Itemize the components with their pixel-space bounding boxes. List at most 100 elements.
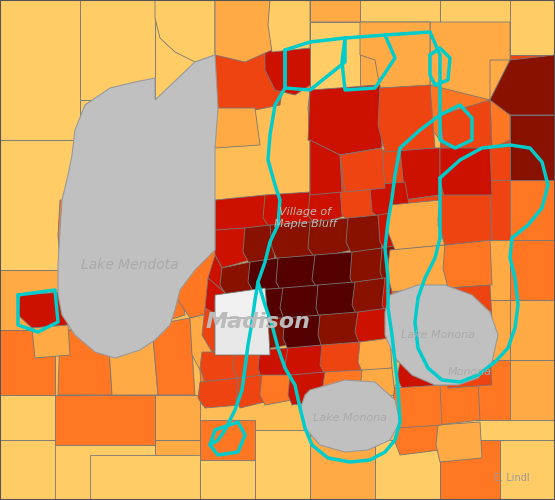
Polygon shape bbox=[258, 348, 290, 380]
Polygon shape bbox=[443, 240, 492, 288]
Polygon shape bbox=[243, 225, 275, 265]
Polygon shape bbox=[215, 0, 272, 62]
Polygon shape bbox=[80, 0, 155, 100]
Polygon shape bbox=[510, 180, 555, 240]
Polygon shape bbox=[253, 288, 285, 322]
Polygon shape bbox=[510, 55, 555, 115]
Polygon shape bbox=[0, 330, 55, 395]
Polygon shape bbox=[230, 318, 260, 352]
Polygon shape bbox=[310, 22, 360, 90]
Polygon shape bbox=[360, 368, 395, 400]
Polygon shape bbox=[390, 288, 450, 328]
Polygon shape bbox=[378, 85, 435, 152]
Text: Madison: Madison bbox=[205, 312, 310, 332]
Polygon shape bbox=[308, 188, 348, 225]
Polygon shape bbox=[355, 308, 390, 345]
Polygon shape bbox=[440, 100, 492, 152]
Polygon shape bbox=[500, 440, 555, 500]
Polygon shape bbox=[392, 385, 442, 428]
Text: Lake Mendota: Lake Mendota bbox=[81, 258, 179, 272]
Text: Lake Monona: Lake Monona bbox=[401, 330, 475, 340]
Polygon shape bbox=[100, 265, 148, 332]
Polygon shape bbox=[440, 240, 510, 300]
Polygon shape bbox=[440, 180, 510, 240]
Polygon shape bbox=[397, 358, 448, 388]
Polygon shape bbox=[338, 148, 405, 205]
Polygon shape bbox=[440, 115, 510, 180]
Polygon shape bbox=[360, 22, 430, 88]
Polygon shape bbox=[510, 300, 555, 360]
Polygon shape bbox=[200, 360, 235, 405]
Polygon shape bbox=[276, 255, 318, 295]
Polygon shape bbox=[380, 242, 418, 285]
Polygon shape bbox=[200, 460, 255, 500]
Polygon shape bbox=[120, 200, 175, 265]
Polygon shape bbox=[490, 55, 555, 115]
Polygon shape bbox=[312, 252, 355, 292]
Polygon shape bbox=[440, 55, 510, 115]
Polygon shape bbox=[236, 375, 265, 408]
Polygon shape bbox=[155, 395, 200, 440]
Polygon shape bbox=[316, 282, 358, 320]
Polygon shape bbox=[440, 148, 492, 200]
Polygon shape bbox=[430, 85, 492, 152]
Polygon shape bbox=[190, 310, 230, 370]
Polygon shape bbox=[438, 195, 492, 245]
Polygon shape bbox=[387, 245, 448, 292]
Polygon shape bbox=[58, 200, 130, 270]
Polygon shape bbox=[340, 185, 378, 222]
Polygon shape bbox=[248, 258, 283, 295]
Polygon shape bbox=[220, 262, 255, 298]
Polygon shape bbox=[205, 278, 232, 325]
Polygon shape bbox=[255, 22, 310, 90]
Polygon shape bbox=[446, 285, 492, 322]
Polygon shape bbox=[403, 195, 445, 242]
Polygon shape bbox=[395, 425, 440, 455]
Polygon shape bbox=[0, 0, 100, 18]
Polygon shape bbox=[55, 445, 155, 500]
Polygon shape bbox=[393, 320, 452, 362]
Polygon shape bbox=[263, 192, 315, 228]
Polygon shape bbox=[255, 430, 310, 500]
Polygon shape bbox=[308, 85, 382, 155]
Polygon shape bbox=[288, 372, 328, 405]
Polygon shape bbox=[510, 115, 555, 180]
Polygon shape bbox=[155, 0, 215, 62]
Polygon shape bbox=[175, 250, 225, 318]
Polygon shape bbox=[285, 345, 325, 378]
Polygon shape bbox=[140, 255, 185, 325]
Polygon shape bbox=[378, 210, 415, 250]
Polygon shape bbox=[80, 100, 155, 200]
Polygon shape bbox=[392, 385, 438, 425]
Polygon shape bbox=[215, 195, 270, 235]
Polygon shape bbox=[310, 22, 430, 110]
Polygon shape bbox=[340, 148, 385, 192]
Polygon shape bbox=[200, 352, 238, 382]
Polygon shape bbox=[0, 140, 80, 270]
Polygon shape bbox=[320, 342, 362, 375]
Polygon shape bbox=[100, 0, 200, 18]
Polygon shape bbox=[385, 285, 498, 385]
Polygon shape bbox=[440, 0, 510, 55]
Polygon shape bbox=[388, 200, 445, 250]
Polygon shape bbox=[255, 318, 288, 350]
Polygon shape bbox=[310, 140, 340, 205]
Polygon shape bbox=[350, 248, 385, 290]
Polygon shape bbox=[310, 0, 360, 22]
Polygon shape bbox=[155, 22, 255, 145]
Polygon shape bbox=[215, 50, 285, 110]
Text: Monona: Monona bbox=[448, 367, 492, 377]
Polygon shape bbox=[18, 292, 68, 328]
Polygon shape bbox=[378, 85, 435, 148]
Polygon shape bbox=[0, 0, 80, 140]
Polygon shape bbox=[268, 0, 310, 52]
Polygon shape bbox=[202, 308, 235, 352]
Text: E. Lindl: E. Lindl bbox=[494, 473, 530, 483]
Polygon shape bbox=[0, 440, 90, 500]
Polygon shape bbox=[443, 355, 492, 388]
Polygon shape bbox=[440, 360, 510, 420]
Polygon shape bbox=[215, 295, 258, 320]
Polygon shape bbox=[440, 300, 510, 360]
Polygon shape bbox=[152, 318, 195, 395]
Polygon shape bbox=[200, 0, 310, 22]
